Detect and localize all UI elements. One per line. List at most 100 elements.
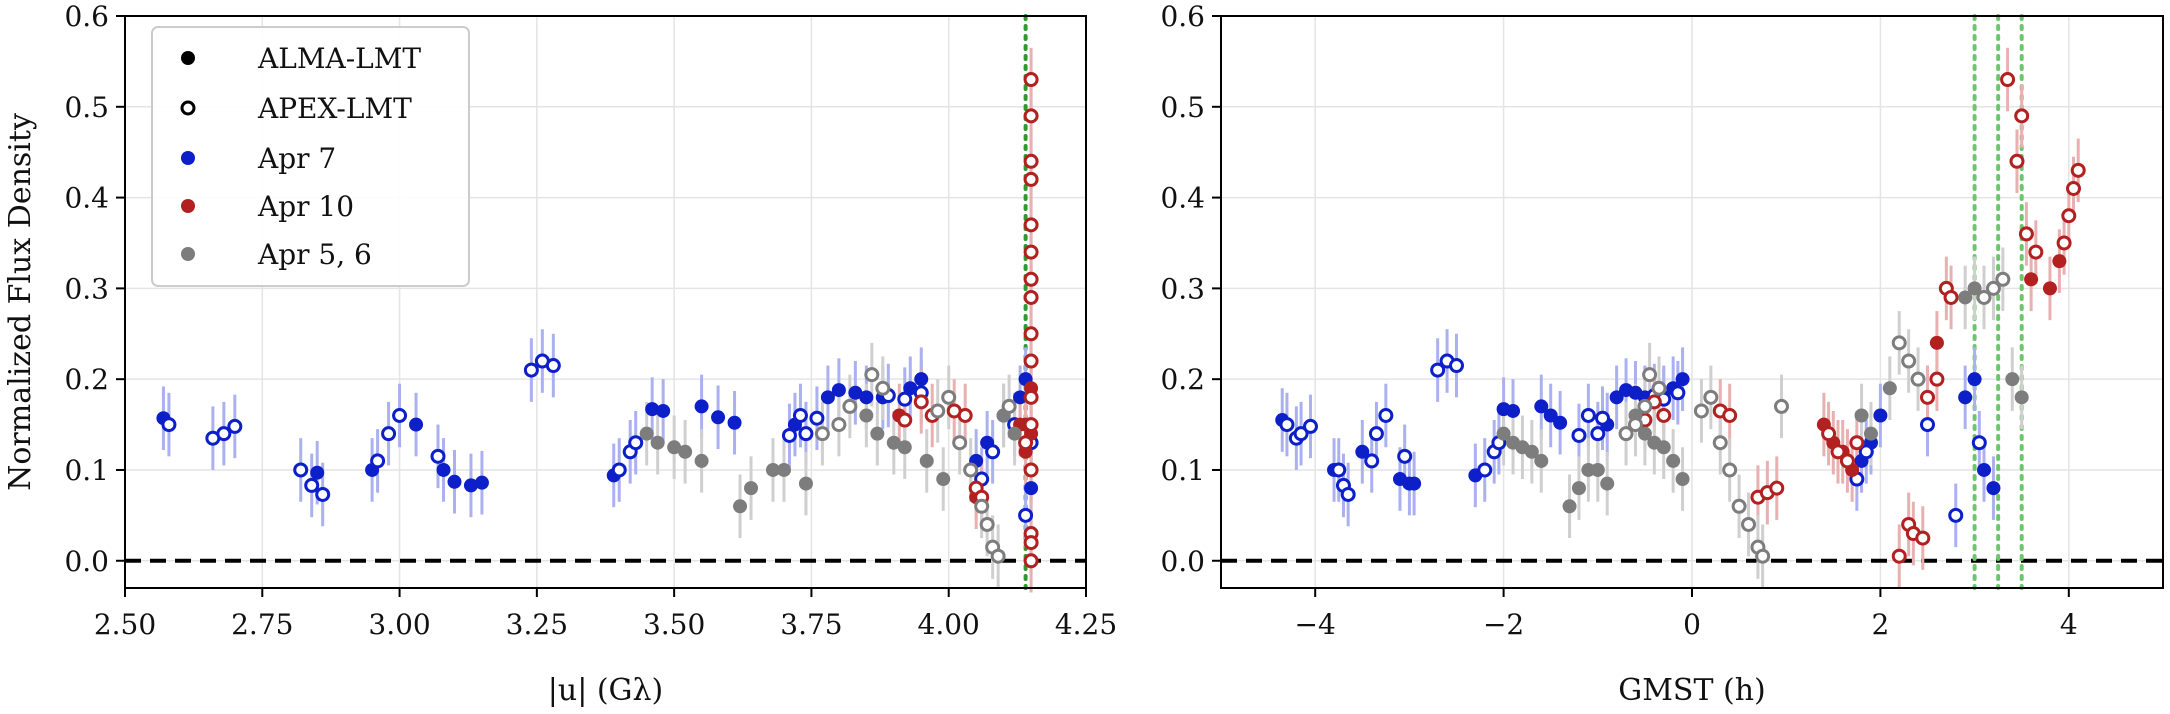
data-point <box>1543 408 1558 423</box>
data-point <box>1023 108 1039 124</box>
data-point <box>727 415 742 430</box>
legend-label-apr5-6: Apr 5, 6 <box>257 238 372 271</box>
data-point <box>611 462 627 478</box>
data-point <box>1882 381 1897 396</box>
data-point <box>650 435 665 450</box>
data-point <box>979 516 995 532</box>
data-point <box>447 474 462 489</box>
x-tick-label: 2.75 <box>231 608 293 641</box>
data-point <box>1018 507 1034 523</box>
data-point <box>1477 462 1493 478</box>
data-point <box>957 407 973 423</box>
data-point <box>1741 516 1757 532</box>
data-point <box>1703 389 1719 405</box>
data-point <box>293 462 309 478</box>
x-tick-label: 3.75 <box>780 608 842 641</box>
data-point <box>1839 453 1855 469</box>
data-point <box>1722 407 1738 423</box>
data-point <box>1023 553 1039 569</box>
data-point <box>1013 390 1028 405</box>
data-point <box>1915 530 1931 546</box>
left-panel: 2.50 2.75 3.00 3.25 3.50 3.75 4.00 4.25 0.00.10… <box>3 0 1117 708</box>
x-tick-label: 0 <box>1683 608 1701 641</box>
y-tick-label: 0.6 <box>64 0 109 33</box>
data-point <box>310 465 325 480</box>
data-point <box>1693 403 1709 419</box>
data-point <box>798 476 813 491</box>
data-point <box>1995 271 2011 287</box>
data-point <box>1355 444 1370 459</box>
left-y-axis-label: Normalized Flux Density <box>3 113 38 491</box>
y-tick-label: 0.2 <box>64 363 109 396</box>
data-point <box>1023 217 1039 233</box>
data-point <box>1891 548 1907 564</box>
data-point <box>1524 444 1539 459</box>
data-point <box>639 426 654 441</box>
data-point <box>1378 407 1394 423</box>
data-point <box>1590 426 1606 442</box>
data-point <box>1971 435 1987 451</box>
data-point <box>1863 426 1878 441</box>
data-point <box>436 462 451 477</box>
data-point <box>1407 476 1422 491</box>
left-x-axis-label: |u| (Gλ) <box>548 673 663 708</box>
data-point <box>913 394 929 410</box>
data-point <box>781 427 797 443</box>
data-point <box>1580 407 1596 423</box>
data-point <box>1977 462 1992 477</box>
data-point <box>930 403 946 419</box>
data-point <box>864 367 880 383</box>
left-y-ticks: 0.0 0.1 0.2 0.3 0.4 0.5 0.6 <box>64 0 125 578</box>
legend-label-apr7: Apr 7 <box>257 142 336 175</box>
legend-marker-apr10 <box>181 199 195 213</box>
x-tick-label: 4.25 <box>1055 608 1117 641</box>
data-point <box>831 383 846 398</box>
data-point <box>304 477 320 493</box>
data-point <box>919 453 934 468</box>
data-point <box>678 444 693 459</box>
data-point <box>1023 326 1039 342</box>
data-point <box>814 426 830 442</box>
data-point <box>859 390 874 405</box>
data-point <box>1534 453 1549 468</box>
left-data-points <box>156 47 1039 593</box>
data-point <box>1023 271 1039 287</box>
data-point <box>1821 426 1837 442</box>
data-point <box>1901 353 1917 369</box>
data-point <box>1627 417 1643 433</box>
data-point <box>1600 476 1615 491</box>
data-point <box>1873 408 1888 423</box>
data-point <box>831 417 847 433</box>
data-point <box>792 407 808 423</box>
x-tick-label: 4.00 <box>918 608 980 641</box>
legend-marker-apr7 <box>181 151 195 165</box>
data-point <box>1755 548 1771 564</box>
data-point <box>1293 426 1309 442</box>
data-point <box>1534 399 1549 414</box>
right-x-axis-label: GMST (h) <box>1618 673 1766 708</box>
data-point <box>1967 281 1982 296</box>
data-point <box>1920 389 1935 405</box>
data-point <box>2056 235 2072 251</box>
data-point <box>914 372 929 387</box>
data-point <box>1858 444 1874 460</box>
data-point <box>545 358 561 374</box>
data-point <box>1023 289 1039 305</box>
data-point <box>1024 481 1039 496</box>
data-point <box>216 426 232 442</box>
data-point <box>1967 372 1982 387</box>
data-point <box>2009 153 2025 169</box>
data-point <box>1340 486 1356 502</box>
data-point <box>1302 418 1318 434</box>
y-tick-label: 0.6 <box>1160 0 1205 33</box>
data-point <box>1023 171 1039 187</box>
data-point <box>1368 426 1384 442</box>
right-panel: −4 −2 0 2 4 0.0 0.1 0.2 0.3 0.4 0.5 0.6 GMST (h) <box>1160 0 2164 708</box>
data-point <box>1891 335 1907 351</box>
legend-marker-apr5-6 <box>181 247 195 261</box>
data-point <box>1675 472 1690 487</box>
data-point <box>1023 535 1039 551</box>
data-point <box>2014 390 2029 405</box>
data-point <box>381 426 397 442</box>
data-point <box>1023 244 1039 260</box>
